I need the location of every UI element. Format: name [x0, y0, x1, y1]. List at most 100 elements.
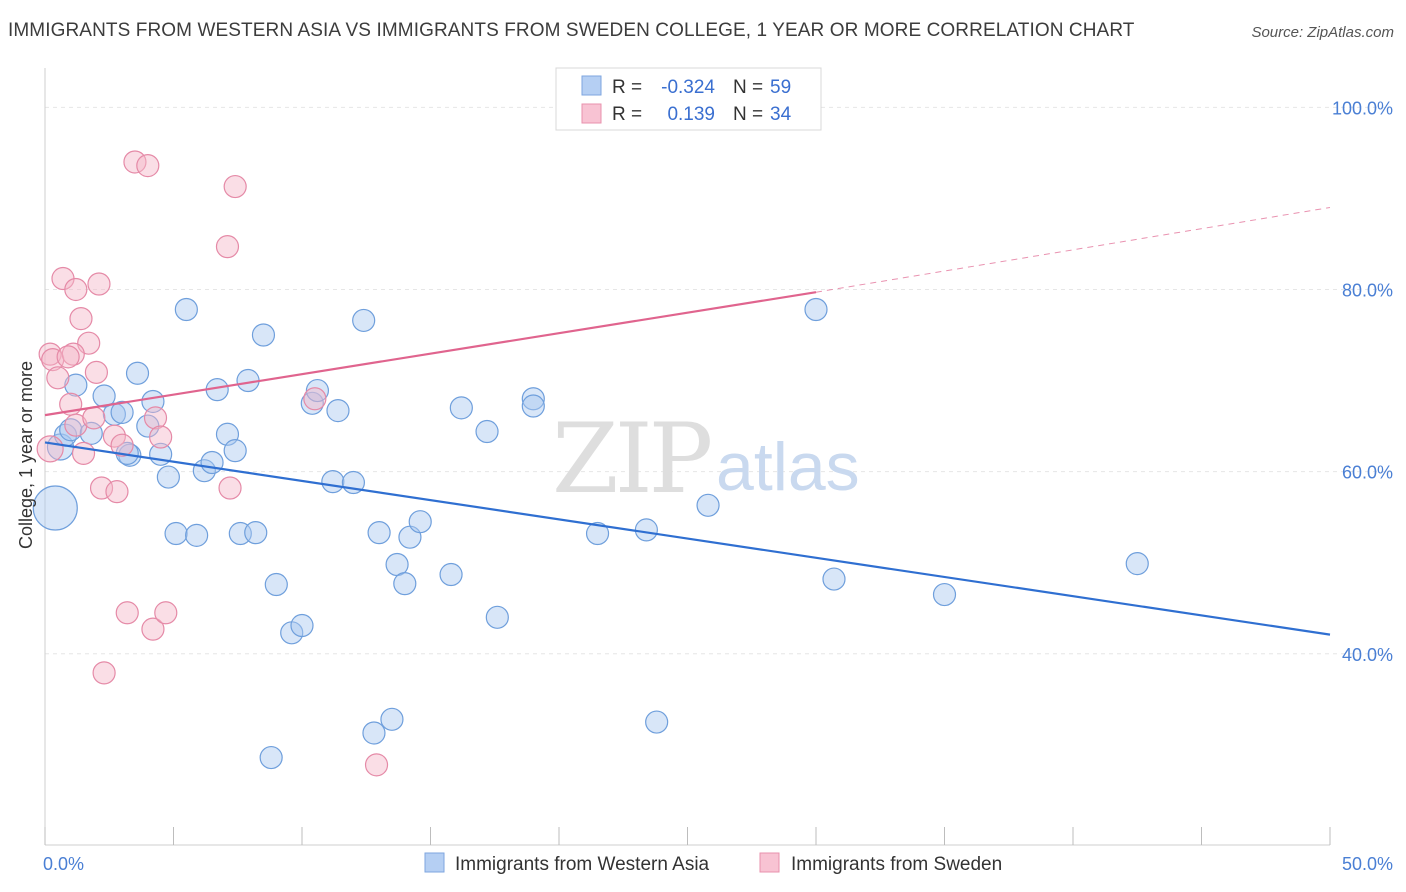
western-asia-point-37: [367, 521, 391, 545]
legend-r-label-1: R =: [612, 77, 642, 98]
sweden-point-24: [149, 425, 173, 449]
western-asia-point-26: [251, 323, 276, 347]
western-asia-point-5: [79, 421, 103, 445]
western-asia-point-49: [585, 521, 610, 546]
chart-title: IMMIGRANTS FROM WESTERN ASIA VS IMMIGRAN…: [8, 20, 1135, 41]
x-tick-label-min: 0.0%: [43, 854, 84, 874]
sweden-point-22: [141, 617, 165, 641]
western-asia-point-0: [32, 485, 78, 531]
trend-lines: [44, 207, 1331, 636]
western-asia-point-46: [485, 605, 509, 629]
sweden-point-33: [56, 345, 80, 369]
legend-n-value-2: 34: [770, 104, 792, 125]
western-asia-point-53: [804, 297, 828, 322]
y-tick-labels: 40.0% 60.0% 80.0% 100.0%: [1332, 98, 1393, 664]
western-asia-point-38: [380, 707, 404, 731]
western-asia-point-51: [645, 710, 669, 734]
sweden-point-9: [71, 441, 96, 465]
western-asia-point-33: [326, 398, 350, 423]
western-asia-point-55: [932, 582, 957, 607]
sweden-point-26: [215, 235, 240, 259]
legend-swatch-pink: [581, 103, 602, 124]
western-asia-point-48: [521, 394, 545, 418]
series-legend-label-western-asia: Immigrants from Western Asia: [455, 854, 710, 875]
sweden-point-28: [223, 174, 247, 199]
western-asia-point-42: [408, 510, 432, 534]
y-tick-label-100: 100.0%: [1332, 98, 1393, 118]
series-legend-swatch-sweden: [759, 852, 780, 873]
watermark-zip: ZIP: [552, 403, 711, 515]
legend-n-label-1: N =: [733, 77, 763, 98]
y-tick-label-60: 60.0%: [1342, 463, 1393, 483]
western-asia-point-47: [521, 387, 545, 411]
y-tick-label-80: 80.0%: [1342, 280, 1393, 300]
y-tick-label-40: 40.0%: [1342, 645, 1393, 665]
series-legend: Immigrants from Western Asia Immigrants …: [424, 852, 1002, 875]
x-tick-label-max: 50.0%: [1342, 854, 1393, 874]
chart-source: Source: ZipAtlas.com: [1251, 24, 1394, 41]
sweden-point-16: [102, 424, 126, 448]
western-asia-point-43: [439, 562, 463, 587]
sweden-point-21: [136, 154, 160, 178]
western-asia-point-40: [393, 572, 417, 596]
sweden-point-18: [110, 433, 134, 457]
sweden-point-0: [36, 435, 64, 463]
gridlines: [45, 106, 1390, 655]
western-asia-point-27: [264, 572, 288, 597]
western-asia-point-22: [223, 439, 247, 463]
sweden-point-12: [84, 360, 109, 384]
legend-swatch-blue: [581, 75, 602, 96]
series-legend-label-sweden: Immigrants from Sweden: [791, 854, 1002, 875]
western-asia-point-10: [125, 361, 150, 385]
western-asia-point-50: [634, 518, 658, 542]
western-asia-point-8: [110, 400, 134, 425]
sweden-point-3: [46, 366, 70, 390]
western-asia-point-6: [92, 384, 116, 408]
sweden-point-13: [87, 272, 111, 296]
sweden-point-14: [89, 476, 114, 500]
sweden-point-20: [123, 150, 147, 174]
western-asia-point-29: [290, 613, 314, 638]
western-asia-point-36: [362, 721, 386, 745]
stats-legend: R = -0.324 N = 59 R = 0.139 N = 34: [555, 67, 822, 131]
y-axis-label: College, 1 year or more: [16, 361, 36, 549]
sweden-trend-line-extension: [815, 207, 1331, 293]
western-asia-point-4: [64, 373, 88, 397]
western-asia-point-17: [185, 523, 209, 547]
sweden-point-17: [105, 480, 129, 504]
western-asia-point-32: [321, 470, 345, 494]
western-asia-point-16: [174, 297, 198, 322]
legend-n-label-2: N =: [733, 104, 763, 125]
western-asia-point-25: [244, 521, 268, 545]
legend-n-value-1: 59: [770, 77, 791, 98]
legend-r-value-1: -0.324: [661, 77, 715, 98]
western-asia-point-54: [822, 567, 846, 591]
western-asia-point-57: [259, 745, 283, 770]
axes: [44, 68, 1331, 846]
legend-r-value-2: 0.139: [667, 104, 715, 125]
western-asia-point-45: [475, 419, 499, 444]
sweden-point-25: [154, 601, 178, 625]
sweden-point-19: [115, 601, 139, 625]
watermark-atlas: atlas: [716, 429, 860, 505]
sweden-point-6: [64, 413, 88, 437]
sweden-point-29: [303, 387, 327, 411]
sweden-point-7: [64, 277, 88, 302]
sweden-point-30: [364, 753, 389, 777]
sweden-point-27: [218, 476, 242, 500]
western-asia-point-52: [696, 493, 720, 517]
western-asia-point-44: [449, 396, 473, 420]
western-asia-point-14: [156, 465, 180, 489]
sweden-point-15: [92, 661, 116, 685]
western-asia-point-56: [1125, 551, 1149, 576]
sweden-trend-line: [44, 291, 817, 417]
western-asia-point-15: [164, 521, 188, 546]
sweden-point-23: [143, 406, 168, 430]
sweden-point-8: [69, 307, 93, 331]
sweden-point-11: [82, 406, 106, 430]
series-legend-swatch-western-asia: [424, 852, 445, 873]
series-western-asia-points: [32, 297, 1149, 770]
western-asia-point-31: [305, 378, 330, 403]
series-sweden-points: [36, 93, 725, 777]
